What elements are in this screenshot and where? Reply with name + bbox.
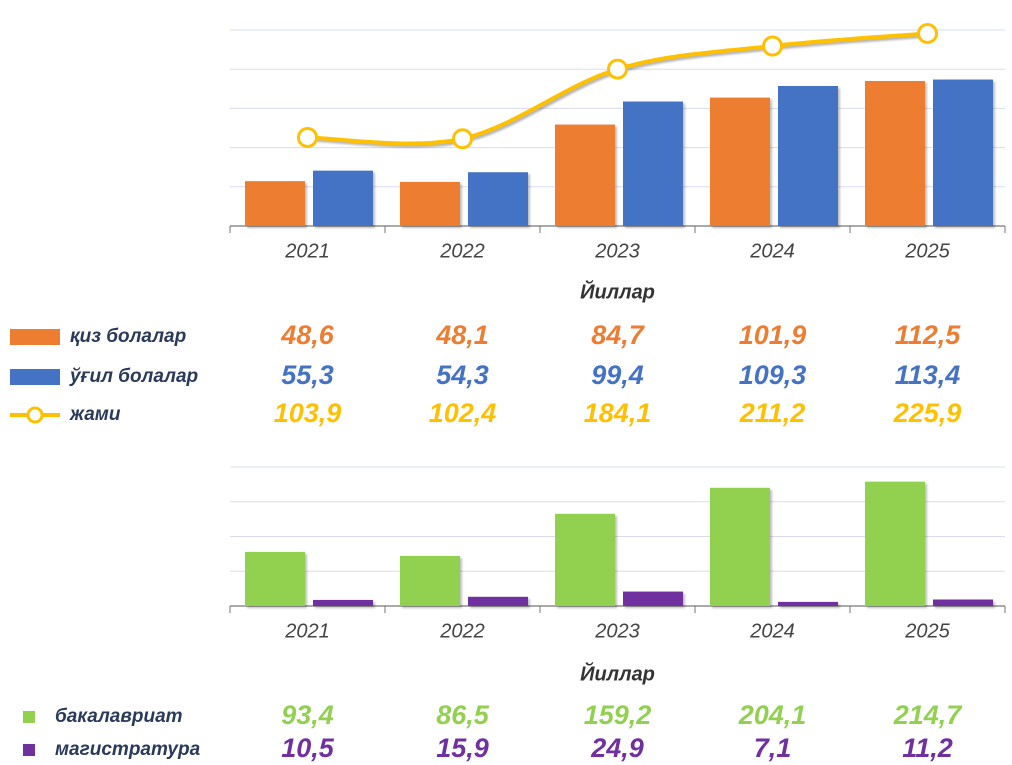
- bar: [865, 481, 925, 606]
- bar: [933, 599, 993, 606]
- bar: [313, 599, 373, 606]
- x-tick-label: 2022: [439, 620, 485, 642]
- value-label: 113,4: [895, 360, 961, 390]
- line-point: [452, 128, 473, 150]
- value-label: 55,3: [281, 360, 334, 390]
- x-tick-label: 2025: [904, 240, 950, 262]
- bar: [778, 601, 838, 606]
- value-label: 204,1: [738, 700, 807, 730]
- value-label: 109,3: [739, 360, 807, 390]
- bar: [468, 596, 528, 606]
- bar: [933, 79, 993, 226]
- legend-swatch: [10, 369, 60, 385]
- line-point: [762, 35, 783, 57]
- value-label: 86,5: [436, 700, 490, 730]
- value-label: 24,9: [590, 733, 644, 763]
- x-tick-label: 2024: [749, 240, 795, 262]
- bar: [555, 124, 615, 226]
- x-tick-label: 2021: [284, 620, 330, 642]
- value-label: 48,1: [435, 320, 489, 350]
- value-label: 48,6: [280, 320, 335, 350]
- legend-label: ўғил болалар: [69, 366, 198, 387]
- legend-label: бакалавриат: [55, 706, 183, 727]
- bar: [623, 591, 683, 606]
- value-label: 84,7: [591, 320, 646, 350]
- x-axis-label: Йиллар: [580, 661, 655, 685]
- value-label: 15,9: [436, 733, 489, 763]
- line-point: [607, 58, 628, 80]
- legend-label: магистратура: [55, 739, 201, 760]
- legend-marker: [26, 406, 44, 424]
- value-label: 225,9: [893, 398, 962, 428]
- legend-label: жами: [69, 404, 121, 425]
- x-tick-label: 2024: [749, 620, 795, 642]
- bar: [245, 181, 305, 226]
- line-point: [917, 22, 938, 44]
- x-tick-label: 2025: [904, 620, 950, 642]
- x-tick-label: 2023: [594, 240, 640, 262]
- value-label: 99,4: [591, 360, 644, 390]
- x-axis-label: Йиллар: [580, 279, 655, 303]
- value-label: 112,5: [895, 320, 962, 350]
- bar: [555, 513, 615, 606]
- bar: [865, 80, 925, 227]
- value-label: 10,5: [281, 733, 335, 763]
- value-label: 54,3: [436, 360, 489, 390]
- bar: [710, 487, 770, 606]
- bar: [245, 551, 305, 606]
- bar: [313, 170, 373, 226]
- value-label: 7,1: [754, 733, 792, 763]
- legend-swatch: [23, 711, 35, 723]
- value-label: 101,9: [739, 320, 807, 350]
- bar: [400, 555, 460, 606]
- bar: [400, 181, 460, 226]
- x-tick-label: 2021: [284, 240, 330, 262]
- bar: [710, 97, 770, 226]
- value-label: 103,9: [274, 398, 342, 428]
- bar: [778, 85, 838, 226]
- x-tick-label: 2023: [594, 620, 640, 642]
- value-label: 93,4: [281, 700, 334, 730]
- line-point: [297, 126, 318, 148]
- value-label: 159,2: [584, 700, 652, 730]
- value-label: 102,4: [429, 398, 497, 428]
- bar: [623, 101, 683, 226]
- legend-swatch: [10, 329, 60, 345]
- value-label: 184,1: [584, 398, 652, 428]
- value-label: 211,2: [739, 398, 806, 428]
- value-label: 214,7: [893, 700, 964, 730]
- legend-label: қиз болалар: [70, 326, 186, 347]
- legend-swatch: [23, 744, 35, 756]
- x-tick-label: 2022: [439, 240, 485, 262]
- value-label: 11,2: [902, 733, 953, 763]
- bar: [468, 172, 528, 226]
